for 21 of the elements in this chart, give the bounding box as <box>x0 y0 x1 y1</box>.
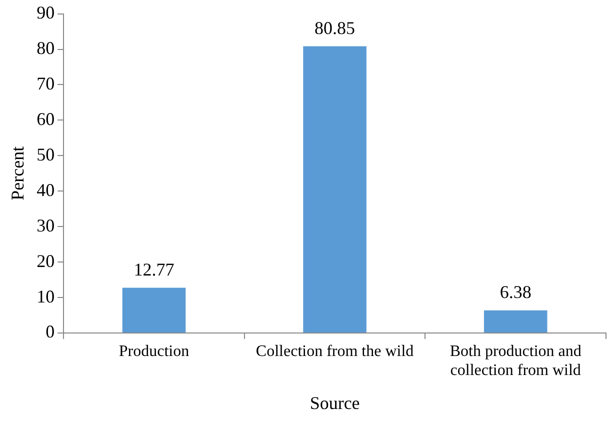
y-tick-label: 0 <box>46 322 55 342</box>
y-tick-label: 20 <box>36 250 55 271</box>
y-tick-label: 40 <box>36 180 55 200</box>
y-tick-label: 50 <box>36 144 55 164</box>
x-tick-label: Both production and collection from wild <box>450 342 582 380</box>
bar <box>122 288 186 332</box>
data-label: 6.38 <box>500 282 532 302</box>
y-tick-label: 10 <box>36 286 55 306</box>
data-label: 80.85 <box>314 18 356 38</box>
y-tick-label: 90 <box>36 2 55 23</box>
y-tick-label: 60 <box>36 108 55 129</box>
x-tick-label: Collection from the wild <box>256 342 414 360</box>
x-tick-label: Production <box>118 342 190 360</box>
data-label: 12.77 <box>134 259 174 280</box>
bar <box>303 46 366 332</box>
x-axis-title: Source <box>310 392 360 413</box>
y-axis-title: Percent <box>8 146 28 200</box>
y-tick-label: 70 <box>36 73 55 94</box>
y-tick-label: 80 <box>36 38 55 58</box>
y-tick-label: 30 <box>36 215 55 236</box>
bar <box>484 310 548 332</box>
